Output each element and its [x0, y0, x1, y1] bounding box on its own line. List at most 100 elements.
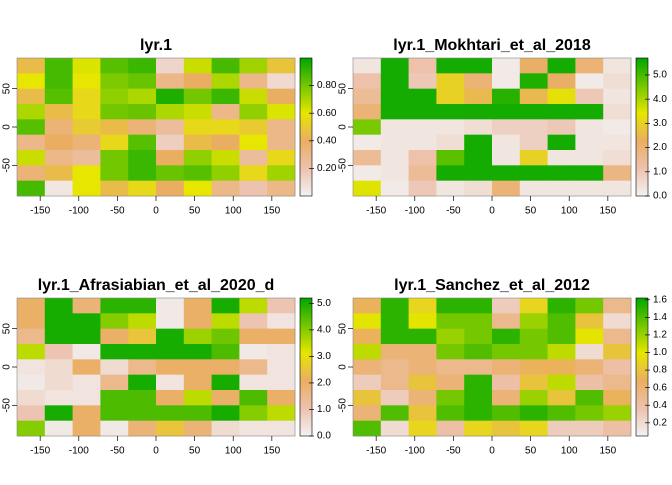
raster-cell [547, 328, 576, 345]
raster-cell [128, 344, 157, 360]
raster-cell [519, 390, 548, 406]
raster-cell [353, 405, 382, 422]
x-tick-label: -150 [30, 206, 50, 217]
x-tick-label: 0 [489, 206, 495, 217]
x-tick-label: 50 [189, 446, 201, 457]
raster-cell [464, 73, 493, 90]
raster-cell [183, 359, 212, 376]
y-tick-label: 0 [338, 124, 349, 130]
raster-cell [547, 104, 576, 120]
x-tick-label: 50 [525, 206, 537, 217]
x-tick-label: 150 [599, 446, 616, 457]
raster-cell [239, 104, 268, 120]
colorbar [635, 57, 649, 197]
colorbar-label: 0.6 [653, 382, 667, 393]
raster-cell [183, 344, 212, 360]
colorbar-label: 5.0 [317, 298, 331, 309]
raster-cell [603, 328, 632, 345]
raster-cell [17, 104, 46, 120]
raster-cell [575, 405, 604, 422]
raster-cell [267, 88, 296, 105]
y-tick-label: -50 [2, 398, 13, 413]
raster-cell [408, 119, 437, 136]
raster-cell [380, 298, 409, 314]
raster-cell [239, 73, 268, 90]
x-tick-label: 100 [561, 206, 578, 217]
raster-cell [547, 180, 576, 197]
raster-cell [183, 420, 212, 437]
raster-cell [436, 328, 465, 345]
raster-cell [156, 420, 185, 437]
raster-cell [380, 119, 409, 136]
raster-cell [239, 165, 268, 182]
raster-cell [267, 73, 296, 90]
raster-cell [211, 359, 240, 376]
raster-cell [464, 405, 493, 422]
raster-cell [464, 134, 493, 151]
raster-cell [100, 165, 129, 182]
raster-cell [239, 313, 268, 330]
raster-cell [519, 313, 548, 330]
raster-cell [603, 313, 632, 330]
raster-cell [100, 88, 129, 105]
y-tick-label: -50 [338, 398, 349, 413]
y-tick-label: 50 [2, 323, 13, 335]
raster-cell [436, 420, 465, 437]
raster-cell [17, 119, 46, 136]
y-tick-label: 50 [338, 83, 349, 95]
raster-cell [492, 73, 521, 90]
raster-cell [156, 313, 185, 330]
raster-cell [44, 420, 73, 437]
raster-cell [436, 88, 465, 105]
colorbar-label: 0.0 [317, 431, 331, 442]
raster-cell [156, 180, 185, 197]
raster-cell [267, 165, 296, 182]
raster-cell [547, 165, 576, 182]
x-tick-label: -50 [110, 206, 125, 217]
raster-cell [353, 374, 382, 391]
raster-cell [156, 58, 185, 74]
raster-cell [519, 104, 548, 120]
raster-cell [464, 344, 493, 360]
raster-cell [464, 165, 493, 182]
raster-cell [380, 104, 409, 120]
raster-cell [353, 119, 382, 136]
raster-cell [492, 150, 521, 166]
raster-cell [408, 405, 437, 422]
raster-cell [464, 58, 493, 74]
raster-cell [156, 134, 185, 151]
raster-cell [380, 180, 409, 197]
raster-cell [436, 119, 465, 136]
raster-cell [267, 390, 296, 406]
raster-cell [72, 328, 101, 345]
raster-cell [464, 88, 493, 105]
raster-cell [128, 313, 157, 330]
raster-cell [183, 119, 212, 136]
raster-cell [603, 150, 632, 166]
raster-cell [44, 313, 73, 330]
raster-cell [353, 298, 382, 314]
raster-cell [547, 134, 576, 151]
raster-cell [519, 73, 548, 90]
panel-title: lyr.1 [140, 37, 172, 54]
raster-cell [380, 134, 409, 151]
raster-cell [353, 359, 382, 376]
x-tick-label: 150 [263, 206, 280, 217]
raster-cell [44, 180, 73, 197]
raster-cell [519, 405, 548, 422]
raster-cell [575, 390, 604, 406]
raster-cell [575, 420, 604, 437]
raster-cell [408, 313, 437, 330]
raster-cell [575, 313, 604, 330]
raster-cell [44, 150, 73, 166]
raster-cell [492, 420, 521, 437]
colorbar-label: 2.0 [317, 378, 331, 389]
raster-cell [239, 374, 268, 391]
raster-cell [44, 88, 73, 105]
raster-cell [575, 119, 604, 136]
raster-cell [353, 328, 382, 345]
colorbar-label: 0.80 [317, 80, 337, 91]
raster-cell [353, 344, 382, 360]
raster-cell [575, 344, 604, 360]
raster-cell [17, 180, 46, 197]
